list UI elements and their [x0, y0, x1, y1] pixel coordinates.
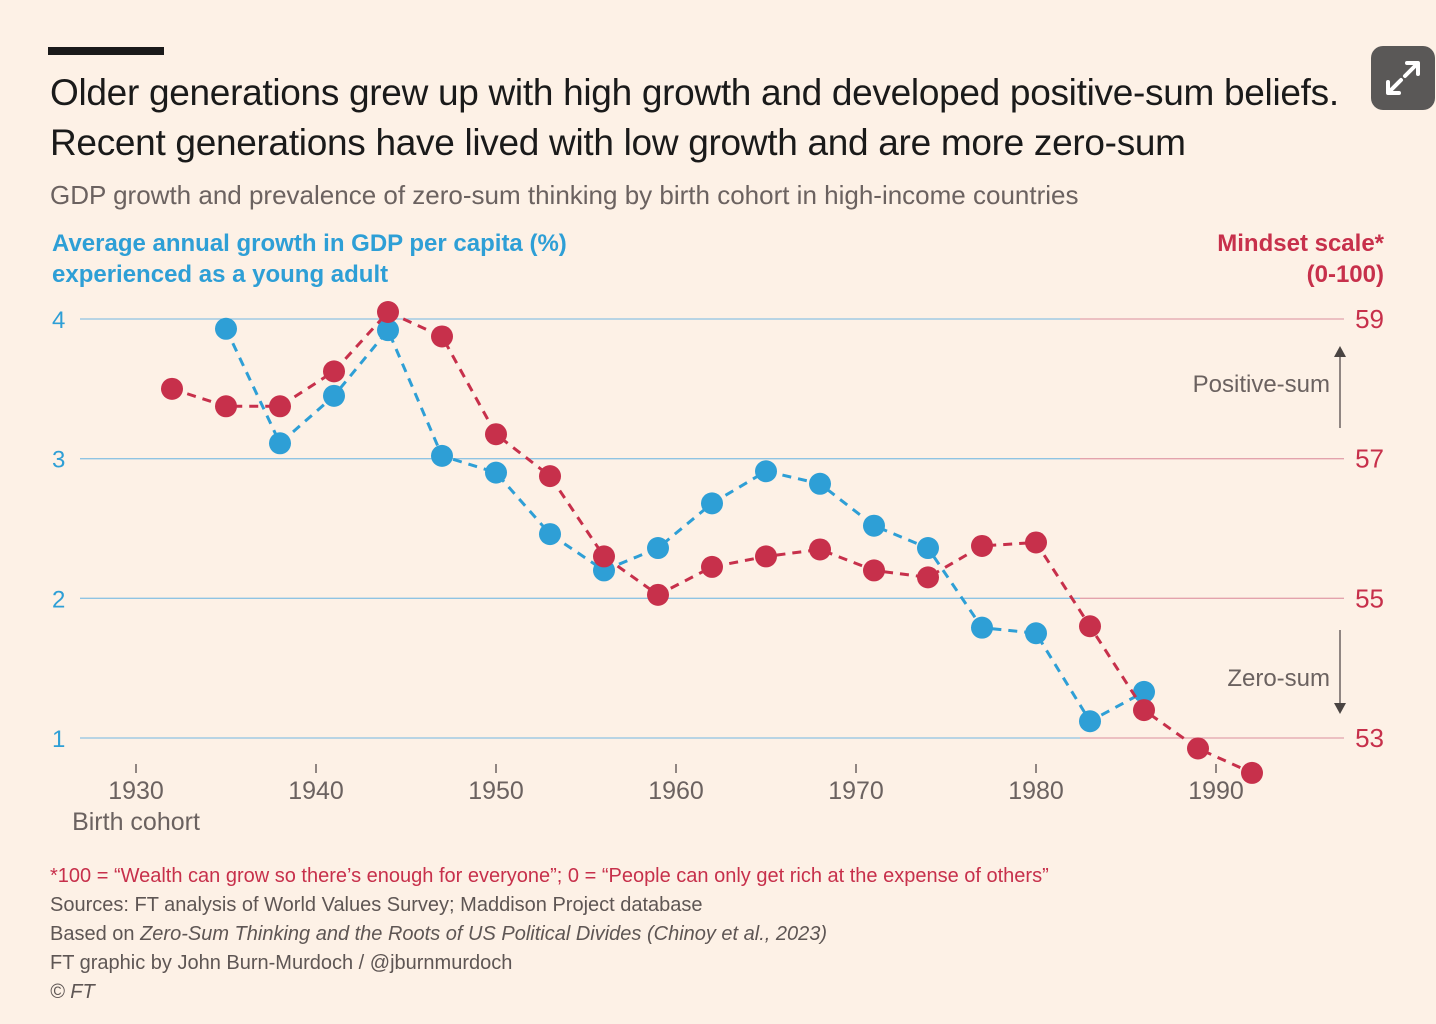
chart-title: Older generations grew up with high grow… [50, 72, 1339, 163]
y-right-tick-label: 53 [1355, 723, 1384, 753]
y-left-tick-label: 2 [52, 586, 65, 613]
y-left-tick-label: 4 [52, 307, 65, 334]
mindset-point [1025, 531, 1047, 554]
mindset-point [1133, 699, 1155, 722]
mindset-point [593, 545, 615, 568]
mindset-point [269, 395, 291, 418]
mindset-point [323, 360, 345, 383]
mindset-point [1187, 737, 1209, 760]
chart-subtitle: GDP growth and prevalence of zero-sum th… [50, 180, 1079, 210]
expand-button[interactable] [1371, 46, 1435, 110]
footnote-sources: Sources: FT analysis of World Values Sur… [50, 894, 703, 916]
gdp-growth-point [269, 432, 291, 455]
right-axis-label: Mindset scale* (0-100) [1217, 228, 1384, 290]
mindset-point [161, 377, 183, 400]
mindset-point [863, 559, 885, 582]
left-axis-label-line1: Average annual growth in GDP per capita … [52, 230, 567, 257]
x-axis-label: Birth cohort [72, 808, 200, 836]
x-tick-label: 1980 [1008, 777, 1064, 805]
y-right-tick-label: 55 [1355, 583, 1384, 613]
gdp-growth-point [1079, 710, 1101, 733]
y-right-tick-label: 59 [1355, 304, 1384, 334]
mindset-point [485, 423, 507, 446]
x-tick-label: 1940 [288, 777, 344, 805]
gdp-growth-point [485, 461, 507, 484]
gdp-growth-point [539, 523, 561, 546]
mindset-series-line [171, 310, 1253, 775]
gdp-growth-point [863, 514, 885, 537]
mindset-point [917, 566, 939, 589]
y-left-tick-label: 1 [52, 726, 65, 753]
gdp-growth-point [1025, 622, 1047, 645]
x-tick-label: 1970 [828, 777, 884, 805]
gdp-growth-point [647, 537, 669, 560]
footnote-based-on: Based on Zero-Sum Thinking and the Roots… [50, 920, 1049, 949]
footnotes: *100 = “Wealth can grow so there’s enoug… [50, 862, 1049, 1007]
gdp-growth-point [1133, 680, 1155, 703]
mindset-point [1079, 615, 1101, 638]
mindset-point [431, 325, 453, 348]
left-axis-label-line2: experienced as a young adult [52, 261, 389, 288]
x-tick-label: 1960 [648, 777, 704, 805]
expand-icon [1386, 61, 1420, 95]
gdp-growth-point [917, 537, 939, 560]
y-right-tick-label: 57 [1355, 444, 1384, 474]
mindset-point [971, 534, 993, 557]
x-tick-label: 1950 [468, 777, 524, 805]
x-tick-label: 1990 [1188, 777, 1244, 805]
gdp-growth-series-line [224, 327, 1145, 724]
mindset-point [1241, 761, 1263, 784]
gdp-growth-point [809, 472, 831, 495]
gdp-growth-point [701, 492, 723, 515]
right-axis-label-line2: (0-100) [1306, 261, 1384, 288]
based-on-title: Zero-Sum Thinking and the Roots of US Po… [140, 923, 828, 945]
footnote-copyright: © FT [50, 981, 95, 1003]
zero-sum-arrowhead [1334, 703, 1346, 714]
left-axis-label: Average annual growth in GDP per capita … [52, 228, 567, 290]
gdp-growth-point [971, 616, 993, 639]
y-left-tick-label: 3 [52, 447, 65, 474]
gdp-growth-point [431, 444, 453, 467]
footnote-credit: FT graphic by John Burn-Murdoch / @jburn… [50, 952, 513, 974]
mindset-point [701, 555, 723, 578]
mindset-point [215, 395, 237, 418]
mindset-point [647, 583, 669, 606]
based-on-prefix: Based on [50, 923, 141, 945]
mindset-point [755, 545, 777, 568]
mindset-point [377, 301, 399, 324]
mindset-point [809, 538, 831, 561]
x-tick-label: 1930 [108, 777, 164, 805]
right-axis-label-line1: Mindset scale* [1217, 230, 1384, 257]
positive-sum-arrowhead [1334, 346, 1346, 357]
gdp-growth-point [323, 384, 345, 407]
footnote-asterisk: *100 = “Wealth can grow so there’s enoug… [50, 865, 1049, 887]
positive-sum-annotation: Positive-sum [1193, 371, 1330, 398]
gdp-growth-point [377, 319, 399, 342]
line-chart: 1 53 2 55 3 57 4 59 1930 1940 1950 1960 1970 1980 1990… [52, 301, 1384, 836]
gdp-growth-point [215, 317, 237, 340]
title-rule [48, 47, 164, 55]
zero-sum-annotation: Zero-sum [1227, 665, 1330, 692]
gdp-growth-point [755, 460, 777, 483]
mindset-point [539, 465, 561, 488]
